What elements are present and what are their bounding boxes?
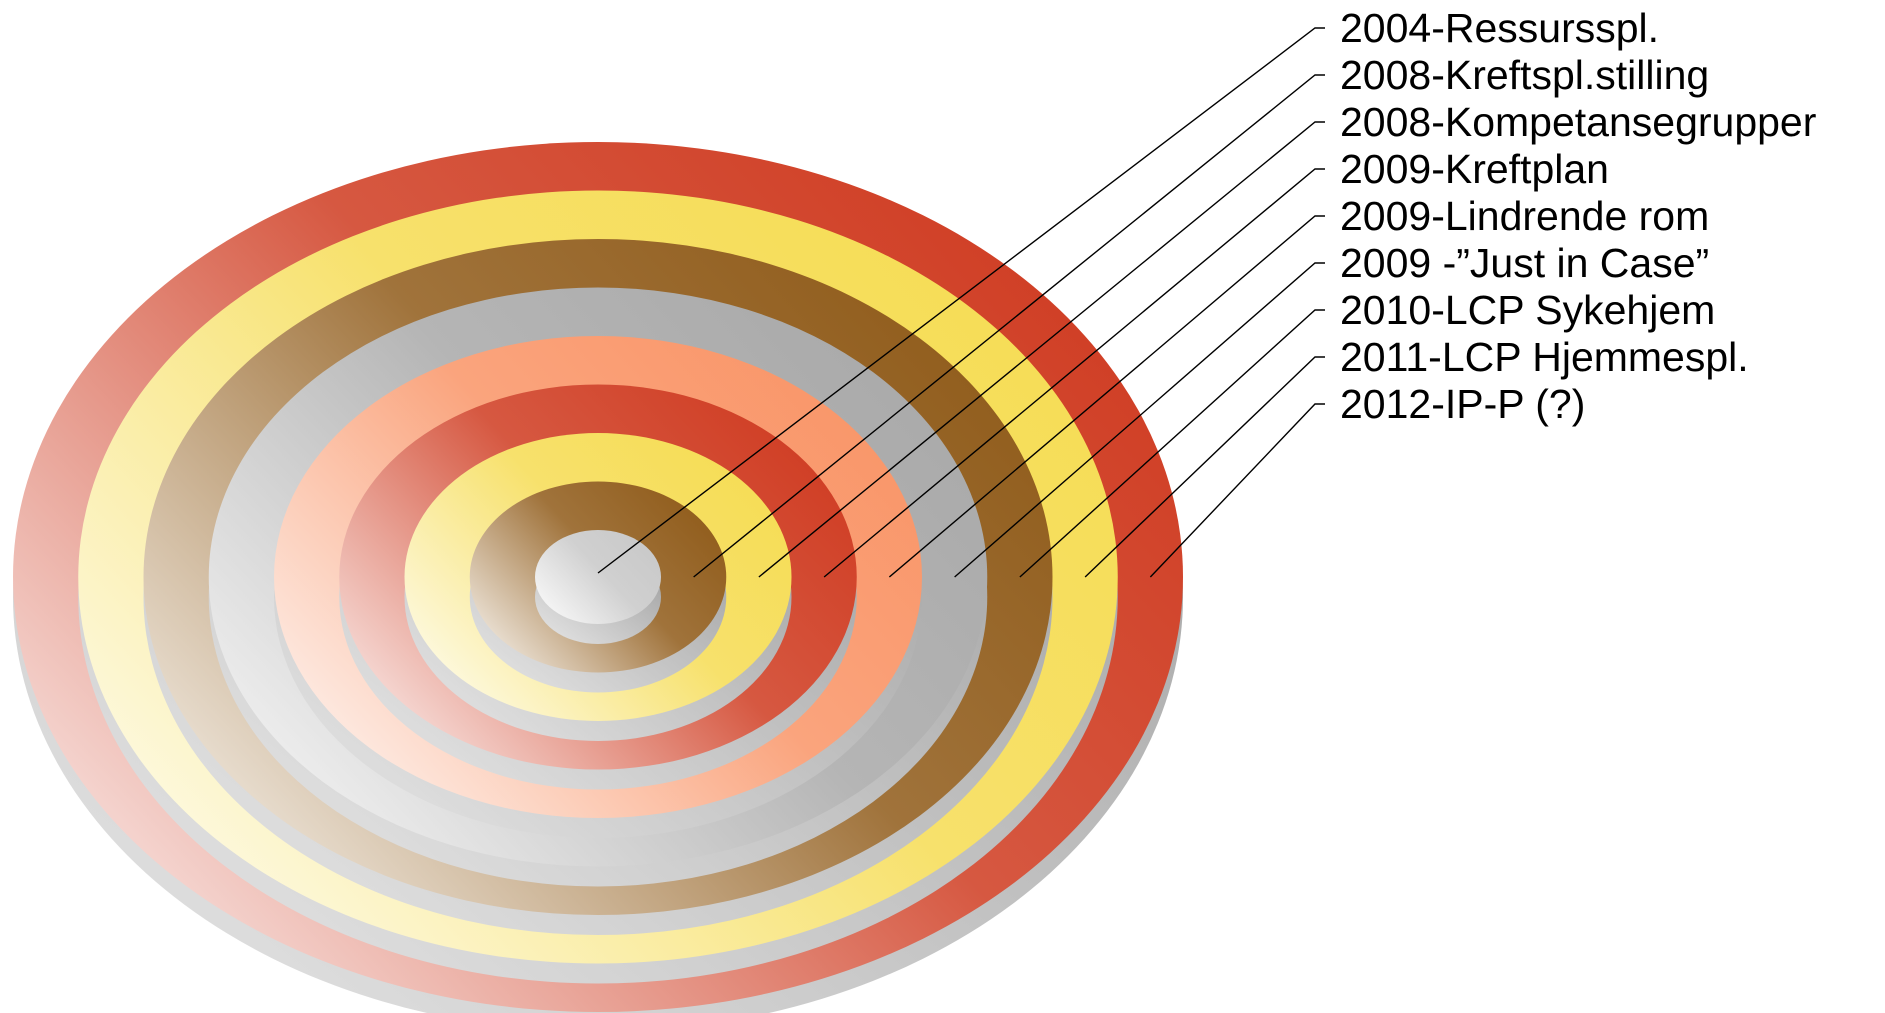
leader-line-8 <box>1084 356 1325 578</box>
leader-line-6 <box>954 262 1325 578</box>
ring-label-6: 2009 -”Just in Case” <box>1340 240 1709 286</box>
leader-lines-group <box>597 27 1325 578</box>
leader-line-1 <box>597 27 1325 574</box>
ring-label-4: 2009-Kreftplan <box>1340 146 1609 192</box>
ring-label-1: 2004-Ressursspl. <box>1340 5 1659 51</box>
ring-label-5: 2009-Lindrende rom <box>1340 193 1709 239</box>
rings-group <box>13 142 1183 1013</box>
leader-line-5 <box>888 215 1325 578</box>
leader-line-2 <box>693 74 1325 578</box>
leader-line-4 <box>823 168 1325 578</box>
leader-line-7 <box>1019 309 1325 578</box>
ring-label-2: 2008-Kreftspl.stilling <box>1340 52 1709 98</box>
ring-label-9: 2012-IP-P (?) <box>1340 381 1585 427</box>
leader-line-9 <box>1149 403 1325 578</box>
ring-label-7: 2010-LCP Sykehjem <box>1340 287 1715 333</box>
labels-group: 2004-Ressursspl.2008-Kreftspl.stilling20… <box>1340 5 1816 427</box>
ring-label-3: 2008-Kompetansegrupper <box>1340 99 1816 145</box>
leader-line-3 <box>758 121 1325 578</box>
ring-label-8: 2011-LCP Hjemmespl. <box>1340 334 1749 380</box>
ring-1 <box>535 530 661 624</box>
